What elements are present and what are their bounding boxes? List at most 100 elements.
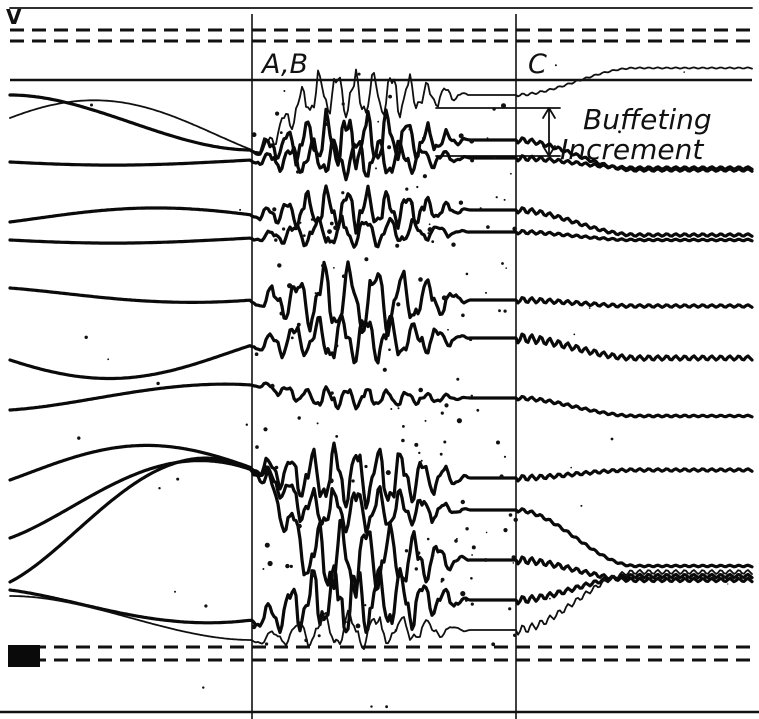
- noise-specks: [77, 64, 729, 709]
- noise-speck: [427, 232, 430, 235]
- noise-speck: [351, 479, 355, 483]
- noise-speck: [341, 102, 345, 106]
- noise-speck: [471, 554, 473, 556]
- trace-6: [8, 260, 754, 338]
- noise-speck: [460, 591, 466, 597]
- noise-speck: [285, 563, 290, 569]
- noise-speck: [512, 562, 515, 564]
- noise-speck: [513, 517, 518, 522]
- noise-speck: [327, 229, 332, 235]
- noise-speck: [405, 187, 409, 191]
- noise-speck: [333, 225, 338, 231]
- trace-13: [9, 569, 753, 650]
- noise-speck: [402, 425, 405, 428]
- noise-speck: [512, 226, 517, 231]
- noise-speck: [264, 542, 270, 548]
- noise-speck: [328, 478, 334, 484]
- noise-speck: [503, 198, 506, 201]
- noise-speck: [176, 477, 180, 481]
- noise-speck: [424, 419, 427, 422]
- noise-speck: [420, 459, 423, 462]
- noise-speck: [440, 580, 443, 583]
- noise-speck: [427, 227, 433, 233]
- noise-speck: [334, 640, 337, 643]
- noise-speck: [290, 336, 294, 340]
- noise-speck: [310, 218, 314, 221]
- noise-speck: [333, 267, 335, 269]
- noise-speck: [470, 602, 474, 606]
- noise-speck: [174, 590, 176, 593]
- noise-speck: [428, 223, 431, 226]
- noise-speck: [204, 604, 208, 608]
- noise-speck: [287, 283, 293, 289]
- noise-speck: [414, 442, 419, 447]
- noise-speck: [346, 621, 348, 624]
- noise-speck: [251, 624, 257, 630]
- noise-speck: [458, 200, 464, 205]
- noise-speck: [77, 436, 81, 440]
- noise-speck: [495, 196, 498, 199]
- noise-speck: [364, 257, 369, 262]
- noise-speck: [499, 474, 504, 479]
- noise-speck: [460, 499, 465, 505]
- noise-speck: [270, 383, 275, 389]
- noise-speck: [554, 64, 557, 67]
- noise-speck: [486, 137, 489, 140]
- noise-speck: [501, 103, 506, 109]
- trace-4: [8, 184, 754, 238]
- noise-speck: [418, 277, 423, 282]
- noise-speck: [454, 559, 457, 562]
- noise-speck: [355, 623, 361, 629]
- noise-speck: [486, 225, 490, 229]
- marker-label-ab: A,B: [260, 49, 308, 80]
- noise-speck: [456, 377, 460, 381]
- noise-speck: [596, 235, 598, 238]
- noise-speck: [316, 422, 319, 425]
- noise-speck: [394, 629, 397, 632]
- noise-speck: [296, 322, 301, 327]
- noise-speck: [510, 172, 512, 175]
- noise-speck: [439, 452, 443, 456]
- noise-speck: [272, 207, 277, 212]
- noise-speck: [239, 208, 242, 211]
- noise-speck: [296, 170, 300, 174]
- noise-speck: [158, 487, 161, 490]
- noise-speck: [395, 243, 400, 248]
- noise-speck: [456, 418, 462, 424]
- noise-speck: [465, 272, 469, 276]
- noise-speck: [341, 191, 345, 195]
- noise-speck: [513, 633, 517, 637]
- noise-speck: [464, 599, 468, 602]
- trace-1: [9, 66, 753, 154]
- trace-group: [8, 66, 754, 650]
- noise-speck: [329, 221, 334, 226]
- noise-speck: [107, 358, 110, 361]
- annotation-increment: Increment: [560, 133, 704, 166]
- noise-speck: [461, 313, 465, 318]
- noise-speck: [314, 292, 317, 295]
- noise-speck: [275, 111, 280, 116]
- noise-speck: [370, 705, 373, 708]
- noise-speck: [511, 555, 516, 560]
- noise-speck: [483, 558, 488, 562]
- trace-3: [8, 137, 754, 182]
- noise-speck: [454, 539, 458, 543]
- noise-speck: [330, 391, 334, 395]
- noise-speck: [443, 440, 447, 444]
- noise-speck: [304, 638, 308, 643]
- noise-speck: [501, 262, 504, 265]
- noise-speck: [388, 348, 391, 352]
- noise-speck: [202, 686, 205, 689]
- noise-speck: [503, 309, 507, 313]
- noise-speck: [382, 367, 387, 372]
- noise-speck: [274, 238, 278, 242]
- noise-speck: [491, 642, 496, 647]
- noise-speck: [282, 227, 286, 231]
- noise-speck: [444, 403, 449, 408]
- noise-speck: [156, 381, 160, 386]
- noise-speck: [479, 207, 482, 210]
- noise-speck: [470, 577, 473, 580]
- noise-speck: [438, 551, 440, 553]
- noise-speck: [317, 634, 321, 638]
- noise-speck: [496, 440, 500, 445]
